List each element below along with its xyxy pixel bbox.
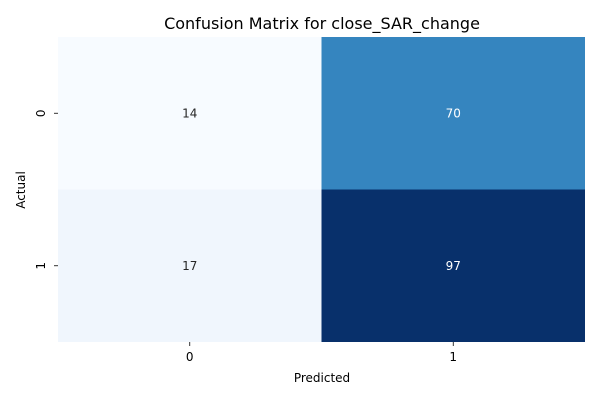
x-tick-label-1: 1 bbox=[449, 350, 457, 364]
y-tick-label-1: 1 bbox=[34, 262, 48, 270]
cell-value-label-r1-c1: 97 bbox=[446, 259, 461, 273]
heatmap-cell-r1-c0 bbox=[58, 189, 322, 342]
cell-value-label-r1-c0: 17 bbox=[182, 259, 197, 273]
heatmap-cell-r0-c0 bbox=[58, 37, 322, 190]
heatmap-cells: 14 70 17 97 bbox=[58, 37, 585, 342]
chart-title: Confusion Matrix for close_SAR_change bbox=[164, 14, 480, 34]
heatmap-cell-r1-c1 bbox=[321, 189, 585, 342]
cell-value-label-r0-c0: 14 bbox=[182, 106, 197, 120]
cell-value-label-r0-c1: 70 bbox=[446, 106, 461, 120]
x-axis-label: Predicted bbox=[294, 371, 350, 385]
y-axis-label: Actual bbox=[14, 171, 28, 209]
heatmap-cell-r0-c1 bbox=[321, 37, 585, 190]
axis-ticks: 0 1 0 1 bbox=[34, 109, 457, 364]
y-tick-label-0: 0 bbox=[34, 109, 48, 117]
x-tick-label-0: 0 bbox=[186, 350, 194, 364]
